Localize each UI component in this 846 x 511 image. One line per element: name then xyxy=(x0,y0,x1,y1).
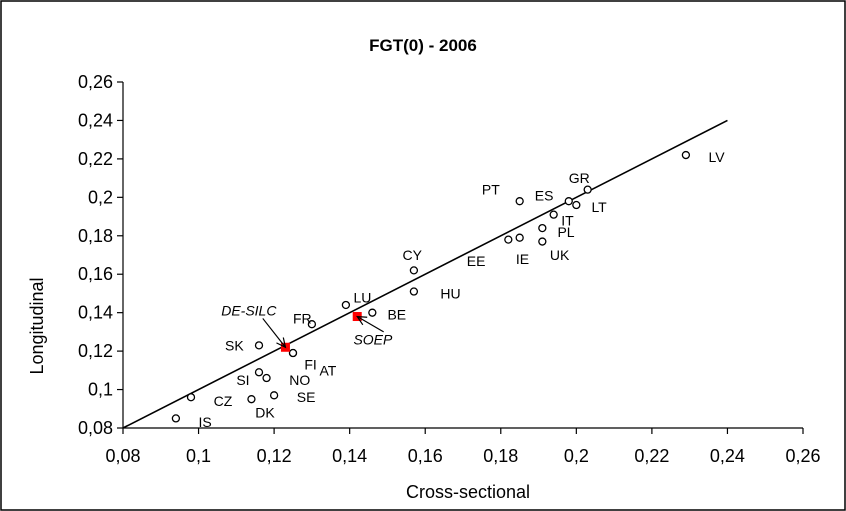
point-label-be: BE xyxy=(387,307,406,323)
survey-arrow-de-silc xyxy=(262,318,286,348)
point-lt xyxy=(572,200,581,210)
point-se xyxy=(269,391,279,400)
point-uk xyxy=(538,237,547,246)
reference-line-group xyxy=(122,119,728,429)
point-label-cz: CZ xyxy=(214,393,233,409)
survey-arrowhead-soep xyxy=(356,315,368,326)
y-tick-label: 0,16 xyxy=(78,264,113,284)
point-label-si: SI xyxy=(236,372,249,388)
point-label-es: ES xyxy=(535,187,554,203)
point-lu xyxy=(341,300,351,310)
point-dk xyxy=(247,395,256,404)
x-tick-label: 0,14 xyxy=(332,446,367,466)
point-label-at: AT xyxy=(319,362,336,378)
x-tick-label: 0,1 xyxy=(186,446,211,466)
point-lv xyxy=(681,150,691,160)
point-label-lt: LT xyxy=(591,199,607,215)
y-tick-label: 0,2 xyxy=(88,187,113,207)
point-no xyxy=(262,373,271,383)
point-pt xyxy=(515,197,524,206)
survey-arrow-soep xyxy=(356,315,384,333)
point-label-no: NO xyxy=(289,372,310,388)
point-es xyxy=(564,197,573,206)
point-label-fr: FR xyxy=(293,310,312,326)
x-axis-title: Cross-sectional xyxy=(406,482,530,502)
point-at xyxy=(288,348,298,358)
y-tick-label: 0,18 xyxy=(78,226,113,246)
point-label-sk: SK xyxy=(225,337,244,353)
point-pl xyxy=(538,223,547,233)
y-tick-label: 0,24 xyxy=(78,110,113,130)
x-tick-label: 0,2 xyxy=(564,446,589,466)
y-tick-label: 0,14 xyxy=(78,303,113,323)
reference-line xyxy=(122,119,728,429)
point-label-ie: IE xyxy=(516,251,529,267)
point-sk xyxy=(254,341,264,350)
point-label-uk: UK xyxy=(550,247,570,263)
point-label-ee: EE xyxy=(467,253,486,269)
point-label-is: IS xyxy=(199,414,212,430)
point-label-dk: DK xyxy=(255,405,275,421)
x-tick-label: 0,08 xyxy=(105,446,140,466)
survey-points-group: DE-SILC SOEP xyxy=(221,303,393,352)
point-ee xyxy=(504,235,513,244)
axes: 0,08 0,1 0,12 0,14 0,16 0,18 0,2 0,22 0,24 0,26 0,… xyxy=(78,72,821,466)
y-tick-label: 0,08 xyxy=(78,418,113,438)
x-tick-label: 0,24 xyxy=(710,446,745,466)
survey-label-soep: SOEP xyxy=(353,332,393,348)
point-si xyxy=(254,368,264,377)
point-ie xyxy=(515,233,524,242)
x-tick-label: 0,26 xyxy=(785,446,820,466)
point-hu xyxy=(409,287,419,296)
point-fr xyxy=(307,320,317,329)
point-it xyxy=(549,210,558,219)
point-cy xyxy=(409,266,419,275)
x-tick-label: 0,16 xyxy=(408,446,443,466)
x-tick-label: 0,22 xyxy=(634,446,669,466)
point-label-hu: HU xyxy=(440,285,460,301)
y-tick-label: 0,1 xyxy=(88,380,113,400)
x-tick-label: 0,12 xyxy=(257,446,292,466)
point-label-lv: LV xyxy=(709,149,726,165)
y-tick-label: 0,12 xyxy=(78,341,113,361)
x-tick-label: 0,18 xyxy=(483,446,518,466)
chart-title: FGT(0) - 2006 xyxy=(369,36,477,55)
point-be xyxy=(368,308,377,317)
point-label-it: IT xyxy=(561,212,574,228)
point-label-cy: CY xyxy=(403,247,423,263)
point-label-lu: LU xyxy=(353,289,371,305)
y-axis-title: Longitudinal xyxy=(27,277,47,374)
survey-arrowhead-de-silc xyxy=(276,337,287,349)
survey-label-de-silc: DE-SILC xyxy=(221,303,277,319)
point-label-fi: FI xyxy=(304,357,316,373)
point-label-gr: GR xyxy=(569,170,590,186)
point-label-pt: PT xyxy=(482,182,500,198)
point-gr xyxy=(583,185,592,194)
point-label-pl: PL xyxy=(557,224,574,240)
y-tick-label: 0,26 xyxy=(78,72,113,92)
y-tick-label: 0,22 xyxy=(78,149,113,169)
point-cz xyxy=(186,393,196,402)
point-is xyxy=(171,414,181,423)
point-label-se: SE xyxy=(297,389,316,405)
